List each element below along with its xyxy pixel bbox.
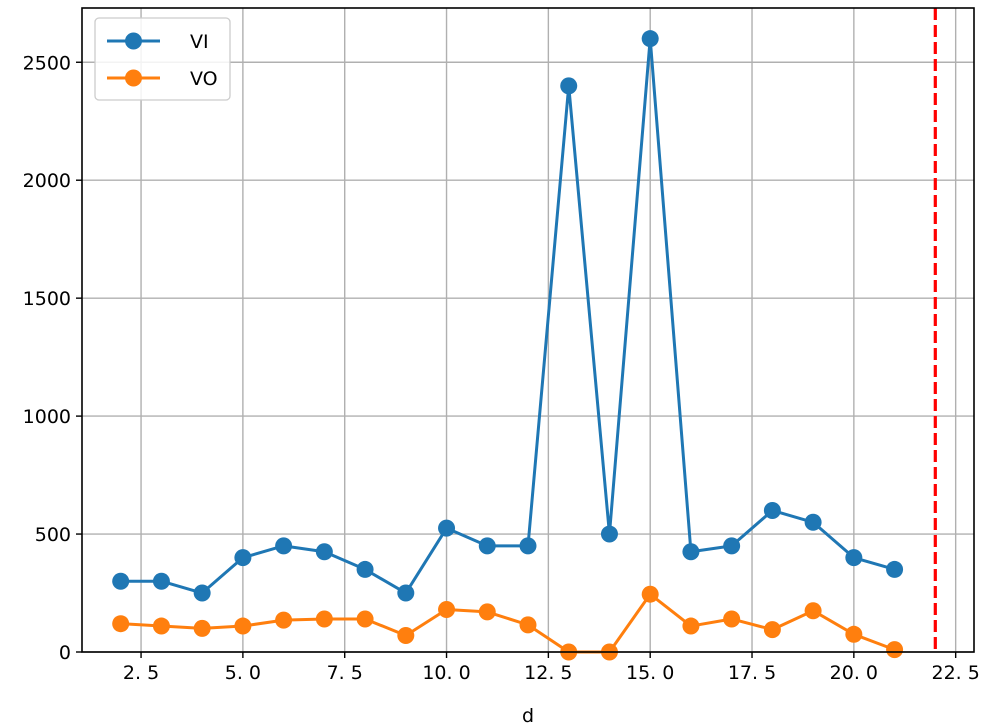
data-point-vi — [641, 30, 659, 48]
legend-label-vo: VO — [190, 68, 218, 90]
legend: VI VO — [94, 17, 231, 101]
x-axis-label: d — [522, 705, 534, 725]
data-point-vi — [763, 501, 781, 519]
data-point-vo — [682, 617, 700, 635]
y-tick-label: 1000 — [23, 406, 71, 428]
data-point-vi — [886, 560, 904, 578]
data-point-vo — [478, 603, 496, 621]
y-tick-label: 2000 — [23, 170, 71, 192]
data-point-vo — [275, 611, 293, 629]
data-point-vo — [234, 617, 252, 635]
x-tick-label: 22. 5 — [931, 662, 979, 684]
data-point-vi — [397, 584, 415, 602]
x-tick-label: 15. 0 — [626, 662, 674, 684]
data-point-vi — [682, 543, 700, 561]
data-point-vo — [438, 601, 456, 619]
x-tick-label: 10. 0 — [422, 662, 470, 684]
data-point-vo — [193, 619, 211, 637]
y-tick-label: 500 — [35, 524, 71, 546]
series-layer — [112, 30, 904, 661]
data-point-vo — [356, 610, 374, 628]
data-point-vo — [845, 625, 863, 643]
data-point-vi — [560, 77, 578, 95]
data-point-vi — [112, 572, 130, 590]
data-point-vo — [519, 616, 537, 634]
x-tick-label: 2. 5 — [123, 662, 159, 684]
y-tick-label: 2500 — [23, 52, 71, 74]
data-point-vi — [519, 537, 537, 555]
data-point-vi — [234, 549, 252, 567]
data-point-vo — [763, 621, 781, 639]
data-point-vo — [315, 610, 333, 628]
data-point-vi — [478, 537, 496, 555]
y-tick-label: 1500 — [23, 288, 71, 310]
x-tick-label: 5. 0 — [225, 662, 261, 684]
data-point-vi — [152, 572, 170, 590]
data-point-vi — [356, 560, 374, 578]
data-point-vo — [641, 585, 659, 603]
data-point-vo — [886, 641, 904, 659]
data-point-vo — [397, 626, 415, 644]
plot-frame — [81, 7, 975, 653]
data-point-vi — [845, 549, 863, 567]
data-point-vi — [804, 513, 822, 531]
y-tick-label: 0 — [59, 642, 71, 664]
grid-lines — [82, 8, 974, 653]
data-point-vi — [438, 519, 456, 537]
x-tick-label: 20. 0 — [830, 662, 878, 684]
legend-marker-vi — [125, 32, 142, 50]
data-point-vo — [152, 617, 170, 635]
data-point-vi — [315, 543, 333, 561]
axis-ticks: 2. 5 5. 0 7. 5 10. 0 12. 5 15. 0 17. 5 20. 0 22.… — [23, 52, 980, 684]
data-point-vi — [600, 525, 618, 543]
data-point-vo — [804, 602, 822, 620]
x-tick-label: 7. 5 — [327, 662, 363, 684]
data-point-vo — [723, 610, 741, 628]
data-point-vi — [275, 537, 293, 555]
data-point-vi — [723, 537, 741, 555]
data-point-vi — [193, 584, 211, 602]
x-tick-label: 12. 5 — [524, 662, 572, 684]
data-point-vo — [112, 615, 130, 633]
legend-label-vi: VI — [190, 31, 209, 53]
legend-marker-vo — [125, 69, 142, 87]
x-tick-label: 17. 5 — [728, 662, 776, 684]
